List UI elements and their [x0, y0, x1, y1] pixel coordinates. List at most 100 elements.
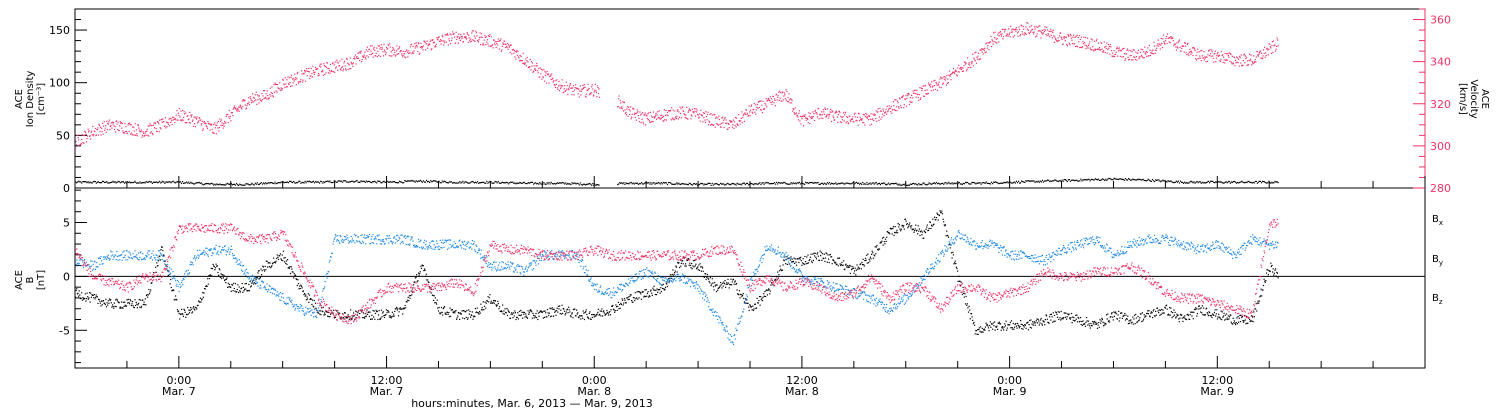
velocity-point [347, 69, 349, 71]
density-point [553, 182, 555, 185]
velocity-point [569, 83, 571, 85]
bx-point [655, 289, 657, 292]
bx-point [929, 221, 931, 223]
bx-point [611, 305, 613, 307]
velocity-point [1242, 59, 1244, 62]
velocity-point [219, 120, 222, 122]
density-point [591, 184, 593, 186]
velocity-point [664, 119, 666, 121]
velocity-point [130, 133, 132, 135]
velocity-point [480, 44, 482, 46]
bx-point [362, 312, 364, 314]
bx-point [546, 316, 548, 318]
bx-point [242, 291, 244, 293]
density-point [173, 181, 175, 183]
velocity-point [582, 84, 584, 86]
velocity-point [510, 44, 512, 46]
velocity-point [965, 63, 967, 65]
bx-point [150, 289, 152, 291]
density-point [1165, 180, 1167, 182]
bx-point [709, 277, 711, 279]
density-point [291, 181, 293, 183]
bx-point [846, 265, 848, 267]
bx-point [555, 314, 557, 316]
velocity-point [893, 109, 895, 111]
velocity-point [223, 125, 225, 127]
density-point [276, 182, 278, 184]
velocity-point [753, 108, 755, 111]
density-point [400, 181, 402, 183]
bx-point [206, 285, 208, 287]
bx-point [139, 299, 141, 301]
velocity-point [94, 127, 96, 130]
density-point [804, 183, 806, 185]
velocity-point [703, 117, 705, 119]
density-point [351, 180, 353, 182]
bx-point [241, 283, 243, 285]
velocity-point [1002, 38, 1004, 40]
velocity-point [961, 67, 963, 69]
density-point [730, 183, 732, 186]
velocity-point [107, 122, 109, 125]
velocity-point [1208, 50, 1210, 52]
velocity-point [1080, 46, 1082, 49]
velocity-point [945, 77, 947, 79]
velocity-point [1037, 26, 1039, 28]
bx-point [427, 279, 429, 281]
velocity-point [1039, 25, 1041, 27]
bx-point [758, 300, 760, 302]
density-point [961, 183, 963, 185]
velocity-point [1162, 38, 1164, 40]
density-point [745, 182, 747, 184]
bx-point [190, 308, 192, 310]
bx-point [568, 306, 570, 308]
velocity-point [1216, 53, 1218, 55]
velocity-point [232, 108, 234, 110]
bx-point [543, 316, 546, 318]
density-point [332, 181, 334, 183]
bx-point [296, 278, 298, 281]
density-point [432, 180, 434, 182]
velocity-point [485, 36, 487, 38]
velocity-point [1118, 50, 1120, 52]
density-point [1096, 179, 1098, 181]
velocity-point [1080, 36, 1082, 38]
bx-point [599, 310, 601, 312]
density-point [1070, 179, 1073, 181]
velocity-point [618, 95, 620, 97]
velocity-point [866, 114, 868, 116]
bx-point [594, 315, 596, 317]
velocity-point [888, 108, 890, 110]
density-point [1094, 178, 1096, 180]
velocity-point [740, 120, 742, 122]
density-point [135, 181, 137, 183]
velocity-point [91, 130, 93, 132]
density-point [1219, 181, 1221, 183]
velocity-point [743, 113, 745, 115]
velocity-point [1061, 38, 1063, 41]
density-point [302, 181, 304, 184]
velocity-point [157, 121, 159, 123]
velocity-point [435, 46, 437, 48]
velocity-point [927, 93, 929, 95]
velocity-point [1220, 58, 1222, 60]
density-point [1057, 180, 1059, 183]
density-point [435, 180, 437, 182]
velocity-point [209, 123, 211, 125]
velocity-point [214, 127, 216, 129]
velocity-point [1027, 22, 1029, 24]
density-point [824, 183, 826, 185]
velocity-point [930, 83, 932, 85]
density-point [251, 182, 253, 184]
bx-point [419, 271, 421, 273]
velocity-point [1012, 28, 1014, 30]
density-point [793, 183, 795, 185]
velocity-point [949, 74, 952, 76]
velocity-point [161, 119, 163, 121]
velocity-point [340, 69, 342, 71]
velocity-point [918, 94, 920, 96]
bx-point [712, 282, 714, 284]
velocity-point [481, 33, 483, 35]
bx-point [418, 274, 420, 276]
